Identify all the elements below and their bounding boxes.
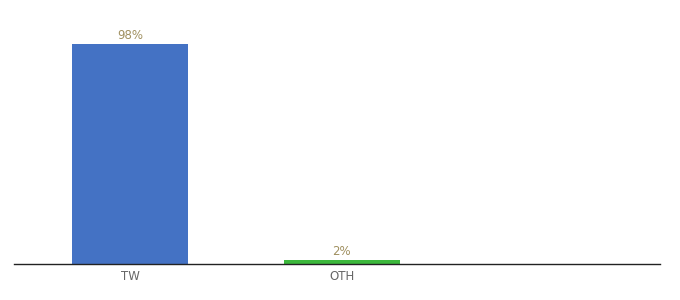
Text: 2%: 2% [333,245,351,258]
Bar [284,260,400,264]
Text: 98%: 98% [117,29,143,42]
Bar [72,44,188,264]
